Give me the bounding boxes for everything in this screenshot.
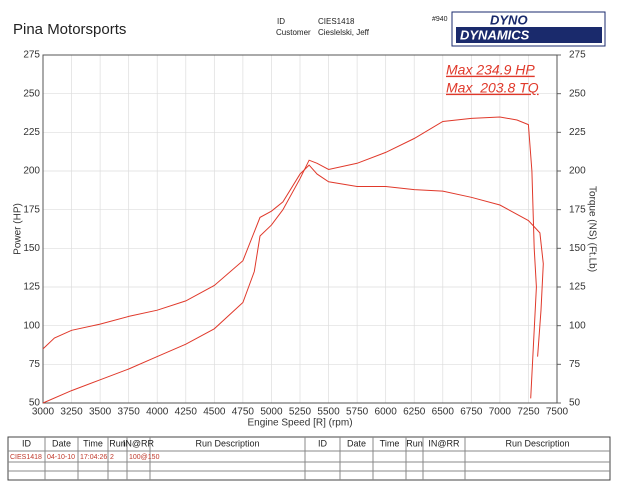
y-tick-label: 225 — [23, 127, 40, 138]
logo-band — [456, 27, 602, 43]
logo-top: DYNO — [490, 12, 528, 27]
x-tick-label: 5500 — [317, 407, 340, 418]
x-tick-label: 6750 — [460, 407, 483, 418]
y-tick-label: 100 — [23, 320, 40, 331]
x-tick-label: 6250 — [403, 407, 426, 418]
y-tick-label: 175 — [23, 204, 40, 215]
y2-tick-label: 275 — [569, 50, 586, 61]
y-tick-label: 50 — [29, 398, 41, 409]
annotation: Max 203.8 TQ — [446, 80, 539, 96]
column-header: Run — [406, 438, 423, 448]
x-tick-label: 3000 — [32, 407, 55, 418]
column-header: Date — [347, 438, 366, 448]
id-value: CIES1418 — [318, 17, 355, 26]
y2-tick-label: 100 — [569, 320, 586, 331]
table-cell: 2 — [110, 454, 114, 461]
x-tick-label: 6000 — [375, 407, 398, 418]
x-tick-label: 7500 — [546, 407, 569, 418]
column-header: Run Description — [195, 438, 259, 448]
x-tick-label: 4250 — [175, 407, 198, 418]
column-header: Time — [83, 438, 103, 448]
series-line — [42, 116, 537, 404]
customer-value: Cieslelski, Jeff — [318, 28, 370, 37]
y-axis-title: Power (HP) — [13, 203, 24, 255]
logo-bottom: DYNAMICS — [460, 27, 530, 42]
column-header: Run Description — [505, 438, 569, 448]
y-tick-label: 75 — [29, 359, 41, 370]
y2-tick-label: 125 — [569, 282, 586, 293]
column-header: IN@RR — [428, 438, 460, 448]
y2-tick-label: 225 — [569, 127, 586, 138]
y2-tick-label: 50 — [569, 398, 581, 409]
x-tick-label: 6500 — [432, 407, 455, 418]
x-tick-label: 4500 — [203, 407, 226, 418]
y-tick-label: 125 — [23, 282, 40, 293]
x-tick-label: 7250 — [517, 407, 540, 418]
plot: 50 75 100 125 150 175 200 225 250 275 50 75 100 125 15… — [13, 50, 598, 429]
x-tick-label: 5250 — [289, 407, 312, 418]
table-cell: 100@150 — [129, 454, 160, 461]
x-tick-label: 3750 — [118, 407, 141, 418]
y2-tick-label: 200 — [569, 166, 586, 177]
id-label: ID — [277, 17, 285, 26]
sheet-number: #940 — [432, 16, 448, 23]
annotation: Max 234.9 HP — [446, 62, 535, 78]
table-frame — [7, 436, 611, 481]
column-header: ID — [318, 438, 328, 448]
y2-tick-label: 250 — [569, 88, 586, 99]
column-header: Run — [109, 438, 126, 448]
y-tick-label: 200 — [23, 166, 40, 177]
column-header: IN@RR — [123, 438, 155, 448]
y2-tick-label: 150 — [569, 243, 586, 254]
table-cell: CIES1418 — [10, 454, 42, 461]
table-cell: 04-10-10 — [47, 454, 75, 461]
column-header: ID — [22, 438, 32, 448]
y-tick-label: 275 — [23, 50, 40, 61]
y-tick-label: 150 — [23, 243, 40, 254]
x-tick-label: 3500 — [89, 407, 112, 418]
x-tick-label: 3250 — [60, 407, 83, 418]
x-tick-label: 7000 — [489, 407, 512, 418]
column-header: Date — [52, 438, 71, 448]
y2-tick-label: 175 — [569, 204, 586, 215]
column-header: Time — [380, 438, 400, 448]
shop-name: Pina Motorsports — [13, 21, 126, 38]
plot-frame — [42, 54, 558, 404]
x-tick-label: 5750 — [346, 407, 369, 418]
series-line — [42, 164, 544, 357]
x-axis-title: Engine Speed [R] (rpm) — [247, 418, 352, 429]
y2-tick-label: 75 — [569, 359, 581, 370]
y2-axis-title: Torque (NS) (Ft.Lb) — [586, 186, 597, 272]
y-tick-label: 250 — [23, 88, 40, 99]
table-cell: 17:04:26 — [80, 454, 107, 461]
x-tick-label: 5000 — [260, 407, 283, 418]
customer-label: Customer — [276, 28, 311, 37]
x-tick-label: 4000 — [146, 407, 169, 418]
x-tick-label: 4750 — [232, 407, 255, 418]
